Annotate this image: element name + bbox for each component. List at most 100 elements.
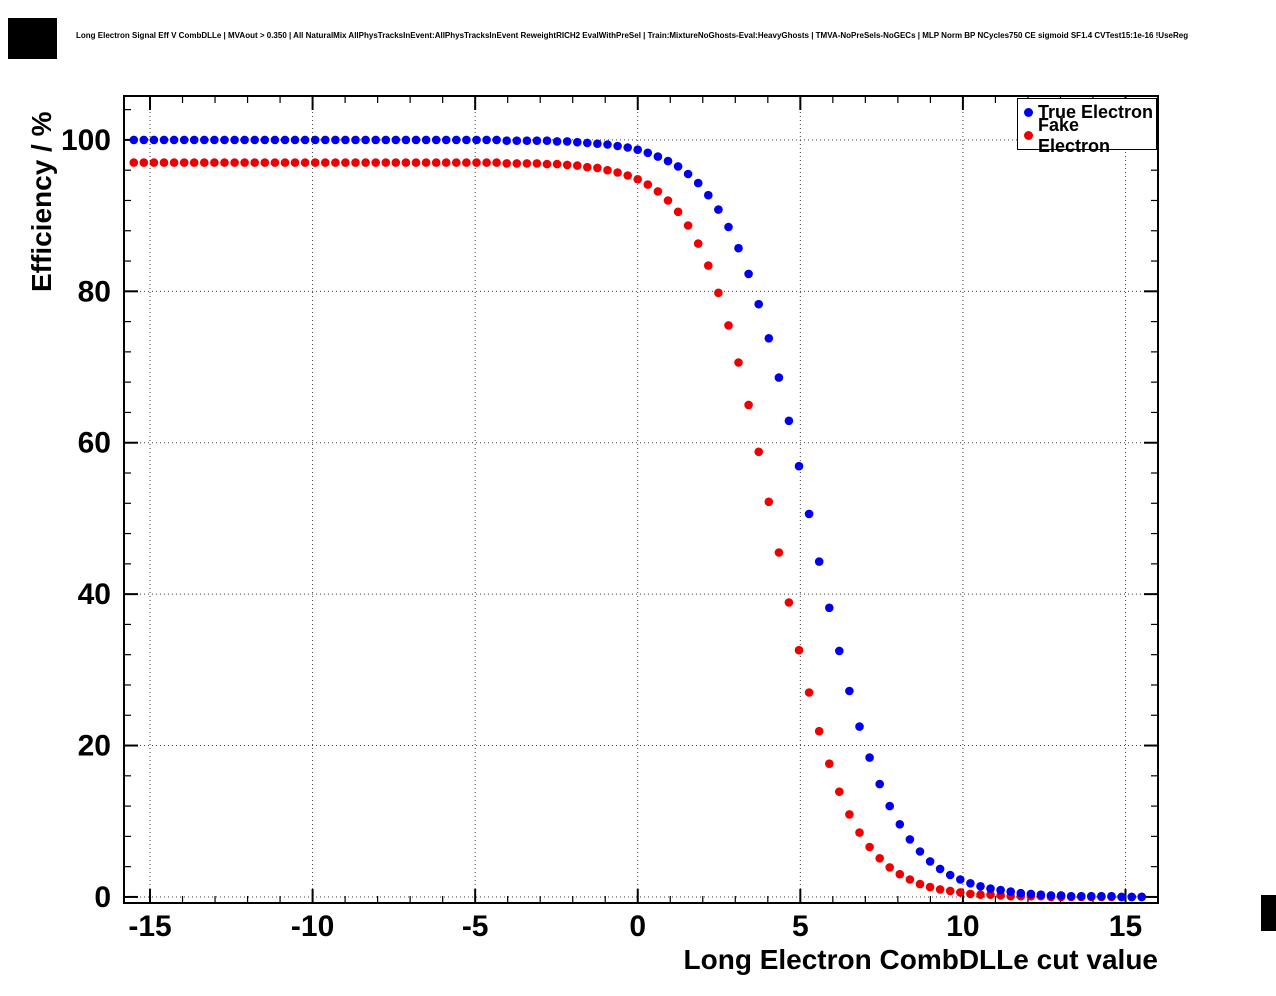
data-point (230, 158, 239, 167)
grid-lines (124, 96, 1158, 903)
data-point (149, 135, 159, 145)
data-point (693, 239, 703, 248)
data-point (623, 143, 632, 152)
data-point (693, 178, 703, 188)
x-tick-label: 15 (1109, 910, 1142, 943)
data-point (200, 158, 209, 167)
data-point (814, 726, 824, 736)
data-point (280, 135, 290, 145)
data-point (673, 207, 683, 217)
data-point (189, 158, 199, 167)
data-point (381, 158, 391, 167)
data-point (512, 159, 522, 168)
data-point (855, 722, 864, 731)
data-point (613, 168, 622, 177)
data-point (633, 145, 642, 154)
data-point (966, 879, 975, 888)
data-point (1087, 891, 1096, 901)
data-point (371, 158, 381, 167)
data-point (250, 158, 259, 167)
data-point (179, 158, 189, 167)
data-point (361, 135, 370, 145)
data-point (472, 135, 481, 145)
data-point (210, 158, 219, 167)
canvas-corner-artifact-bottom-right (1261, 895, 1276, 931)
data-point (583, 162, 592, 172)
data-point (1026, 889, 1036, 899)
data-point (1107, 891, 1116, 901)
data-point (573, 161, 582, 170)
plot-frame (123, 95, 1159, 904)
data-point (1056, 891, 1066, 900)
data-point (1137, 892, 1146, 902)
data-point (260, 158, 270, 167)
data-point (885, 801, 894, 811)
data-point (925, 857, 935, 866)
series-true-electron (129, 135, 1146, 902)
data-point (744, 400, 753, 410)
data-point (915, 847, 925, 856)
data-point (825, 603, 834, 613)
data-point (683, 221, 693, 230)
data-point (673, 162, 683, 171)
axis-tick-labels: -15 -10 -5 0 5 10 15 0 20 40 60 80 100 (61, 124, 1142, 943)
data-point (744, 269, 753, 279)
data-point (562, 137, 572, 146)
data-point (310, 135, 320, 145)
data-point (169, 158, 179, 167)
data-point (381, 135, 391, 145)
data-point (583, 138, 592, 148)
data-point (1046, 891, 1056, 900)
data-point (935, 885, 945, 894)
data-point (492, 158, 501, 167)
data-point (331, 135, 340, 145)
data-point (613, 141, 622, 151)
x-tick-label: 5 (792, 910, 809, 943)
data-point (270, 158, 280, 167)
data-point (452, 158, 461, 167)
data-point (835, 787, 844, 796)
data-point (159, 135, 169, 145)
data-point (351, 135, 360, 145)
legend: True Electron Fake Electron (1017, 98, 1157, 156)
data-point (623, 171, 632, 180)
data-point (754, 447, 763, 457)
data-point (653, 152, 663, 161)
data-point (542, 136, 552, 145)
data-point (1066, 891, 1076, 901)
data-point (794, 461, 804, 471)
data-point (240, 158, 249, 167)
data-point (502, 136, 512, 145)
data-point (532, 136, 542, 145)
data-point (764, 497, 774, 507)
data-point (724, 222, 733, 232)
series-fake-electron (129, 158, 1146, 902)
x-tick-label: 10 (946, 910, 979, 943)
data-point (1036, 890, 1046, 899)
data-point (945, 886, 955, 896)
data-point (371, 135, 381, 145)
data-point (421, 135, 431, 145)
data-point (351, 158, 360, 167)
data-point (976, 890, 985, 899)
data-point (482, 158, 491, 167)
data-point (825, 759, 834, 768)
data-point (441, 135, 451, 145)
data-point (643, 148, 653, 158)
data-point (804, 509, 814, 519)
data-point (784, 416, 794, 426)
legend-item-fake-electron: Fake Electron (1018, 115, 1156, 156)
data-point (734, 358, 743, 367)
data-point (391, 158, 401, 167)
data-point (794, 645, 804, 655)
data-point (411, 158, 421, 167)
data-point (290, 158, 300, 167)
data-point (764, 334, 774, 343)
data-point (552, 159, 562, 169)
data-point (331, 158, 340, 167)
data-point (200, 135, 209, 145)
data-point (472, 158, 481, 167)
data-point (421, 158, 431, 167)
data-point (210, 135, 219, 145)
